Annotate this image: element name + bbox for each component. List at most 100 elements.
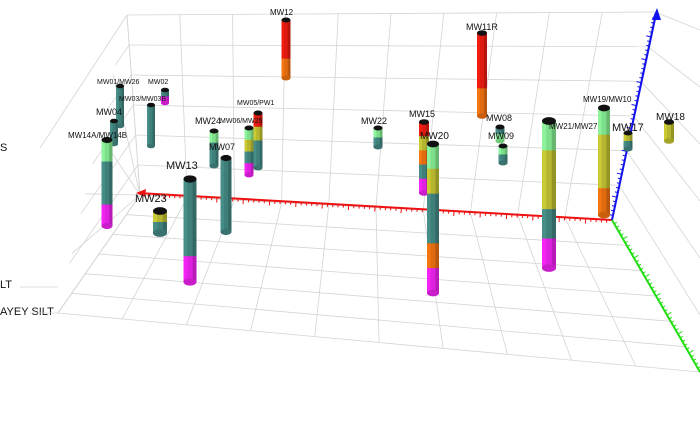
well-highlight bbox=[542, 179, 547, 210]
well-shadow bbox=[501, 134, 505, 142]
well-shadow bbox=[435, 243, 439, 269]
axis-tick bbox=[633, 255, 639, 259]
well-layer-bedrock bbox=[244, 163, 254, 176]
well-top-cap bbox=[116, 83, 124, 89]
well-top-cap bbox=[244, 125, 254, 131]
well-shadow bbox=[192, 179, 197, 206]
well-layer-sand bbox=[220, 207, 232, 233]
axis-tick bbox=[646, 44, 650, 47]
z-axis-line bbox=[611, 13, 657, 221]
well-highlight bbox=[542, 121, 547, 151]
axis-tick bbox=[682, 339, 686, 343]
axis-tick bbox=[688, 350, 694, 354]
wells-group: MW12 MW11R MW01/MW26 MW02 MW03/MW03B MW04 MW14… bbox=[68, 8, 685, 297]
well-highlight bbox=[281, 39, 285, 60]
well-highlight bbox=[598, 108, 602, 136]
axis-tick bbox=[631, 104, 637, 107]
well-highlight bbox=[183, 179, 188, 206]
well-shadow bbox=[166, 96, 169, 104]
well-bottom-cap bbox=[253, 165, 263, 171]
well-bottom-cap bbox=[598, 211, 610, 219]
well-layer-sand bbox=[147, 105, 155, 126]
well-shadow bbox=[287, 20, 291, 40]
well-shadow bbox=[109, 140, 113, 162]
well-shadow bbox=[551, 179, 556, 210]
well-layer-clayey_silt bbox=[419, 136, 429, 151]
well-highlight bbox=[477, 33, 480, 62]
well-shadow bbox=[629, 133, 633, 142]
axis-tick bbox=[649, 31, 653, 33]
well-highlight bbox=[598, 188, 602, 216]
grid-line bbox=[137, 164, 620, 186]
axis-tick bbox=[677, 331, 683, 335]
axis-tick bbox=[644, 274, 650, 278]
well-shadow bbox=[435, 168, 439, 195]
grid-line bbox=[131, 74, 641, 82]
well-shadow bbox=[162, 211, 167, 223]
axis-tick bbox=[635, 95, 639, 97]
well-layer-bedrock bbox=[419, 178, 429, 194]
well-bottom-cap bbox=[419, 190, 429, 196]
well-layer-silt bbox=[209, 131, 219, 144]
well-highlight bbox=[495, 134, 499, 142]
z-axis-arrow bbox=[652, 8, 661, 20]
well-highlight bbox=[419, 164, 422, 180]
well-shadow bbox=[551, 209, 556, 240]
axis-tick bbox=[644, 54, 648, 56]
x-axis-arrow bbox=[136, 189, 146, 197]
well-top-cap bbox=[373, 125, 383, 131]
well-highlight bbox=[244, 139, 248, 152]
well-shadow bbox=[606, 108, 610, 136]
well-highlight bbox=[477, 88, 480, 117]
well-shadow bbox=[606, 161, 610, 189]
axis-tick bbox=[616, 225, 620, 229]
well-bottom-cap bbox=[101, 222, 113, 230]
well-highlight bbox=[147, 105, 150, 126]
well-bottom-cap bbox=[153, 229, 167, 237]
well-layer-fill bbox=[477, 33, 487, 62]
well-shadow bbox=[379, 137, 383, 148]
well-highlight bbox=[101, 161, 105, 184]
well-label: MW18 bbox=[656, 112, 685, 123]
well-label: MW11R bbox=[466, 22, 498, 32]
well-layer-clayey_silt bbox=[244, 139, 254, 152]
well-label: MW14A/MW14B bbox=[68, 131, 127, 140]
well-label: MW01/MW26 bbox=[97, 79, 140, 86]
well-bottom-cap bbox=[427, 289, 439, 297]
well-layer-clayey_silt bbox=[623, 133, 633, 142]
well-shadow bbox=[259, 113, 263, 128]
axis-tick bbox=[620, 233, 624, 236]
well-highlight bbox=[427, 144, 431, 170]
axis-tick bbox=[651, 286, 655, 289]
axis-tick bbox=[636, 90, 640, 93]
axis-tick bbox=[611, 205, 616, 207]
grid-line bbox=[57, 312, 700, 373]
well-layer-fill bbox=[281, 39, 291, 60]
well-highlight bbox=[419, 122, 422, 137]
well-top-cap bbox=[477, 30, 487, 36]
well-mw12: MW12 bbox=[270, 8, 294, 81]
axis-tick bbox=[646, 278, 651, 282]
well-layer-silt bbox=[498, 146, 508, 155]
well-highlight bbox=[498, 146, 502, 155]
well-shadow bbox=[484, 88, 487, 117]
axis-tick bbox=[609, 214, 614, 216]
well-highlight bbox=[101, 183, 105, 205]
well-highlight bbox=[664, 122, 667, 142]
axis-tick bbox=[690, 354, 695, 358]
well-shadow bbox=[192, 204, 197, 231]
well-label: MW23 bbox=[135, 193, 167, 205]
well-bottom-cap bbox=[664, 138, 674, 144]
well-shadow bbox=[152, 105, 155, 126]
axis-tick bbox=[649, 282, 653, 286]
axis-tick bbox=[686, 347, 690, 350]
well-shadow bbox=[551, 238, 556, 269]
well-shadow bbox=[259, 126, 263, 141]
axis-tick bbox=[631, 113, 635, 116]
axis-tick bbox=[637, 86, 641, 88]
well-highlight bbox=[209, 142, 213, 155]
axis-tick bbox=[612, 200, 617, 203]
well-highlight bbox=[183, 256, 188, 283]
well-shadow bbox=[121, 86, 124, 107]
